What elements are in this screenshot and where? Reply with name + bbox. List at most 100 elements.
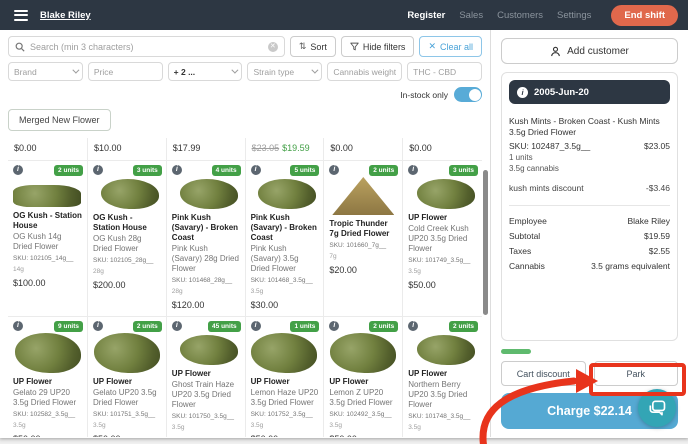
park-button[interactable]: Park [593, 361, 678, 386]
product-subtitle: Gelato 29 UP20 3.5g Dried Flower [13, 388, 77, 407]
filter-price[interactable]: Price [87, 62, 163, 81]
filter-brand[interactable]: Brand [8, 62, 83, 81]
product-price-partial[interactable]: $0.00 [403, 138, 482, 161]
hide-filters-button[interactable]: Hide filters [340, 36, 415, 57]
product-price-partial[interactable]: $10.00 [88, 138, 167, 161]
clear-all-button[interactable]: ✕ Clear all [419, 36, 482, 57]
product-weight: 3.5g [250, 422, 264, 429]
units-badge: 2 units [54, 165, 83, 176]
nav-register[interactable]: Register [407, 9, 446, 21]
units-badge: 5 units [290, 165, 320, 176]
product-card[interactable]: i 9 units UP Flower Gelato 29 UP20 3.5g … [8, 317, 88, 437]
info-icon[interactable]: i [250, 165, 261, 175]
product-price-partial-discounted[interactable]: $23.05 $19.59 [245, 138, 325, 161]
product-subtitle: Cold Creek Kush UP20 3.5g Dried Flower [408, 224, 469, 253]
product-weight: 3.5g [329, 422, 343, 429]
info-icon[interactable]: i [329, 321, 340, 331]
cart-discount-button[interactable]: Cart discount [501, 361, 586, 386]
chat-widget-button[interactable] [638, 389, 676, 427]
info-icon[interactable]: i [93, 321, 103, 331]
cart-line-item[interactable]: Kush Mints - Broken Coast - Kush Mints 3… [509, 116, 670, 173]
info-icon[interactable]: i [171, 165, 182, 175]
product-weight: 28g [93, 268, 104, 275]
product-card[interactable]: i 3 units UP Flower Cold Creek Kush UP20… [403, 161, 482, 317]
filter-thc-cbd[interactable]: THC - CBD [407, 62, 482, 81]
product-sku: SKU: 101751_3.5g__ [93, 411, 156, 418]
product-sku: SKU: 101660_7g__ [329, 242, 387, 249]
end-shift-button[interactable]: End shift [611, 4, 678, 26]
product-price: $50.00 [329, 434, 397, 437]
product-card[interactable]: i 2 units Tropic Thunder 7g Dried Flower… [324, 161, 404, 317]
register-date[interactable]: i 2005-Jun-20 [509, 80, 670, 104]
product-weight: 14g [13, 266, 24, 273]
info-icon[interactable]: i [408, 321, 419, 331]
product-name: UP Flower [93, 377, 132, 386]
product-price-partial[interactable]: $0.00 [8, 138, 88, 161]
product-sku: SKU: 102492_3.5g__ [329, 411, 392, 418]
product-subtitle: Pink Kush (Savary) 3.5g Dried Flower [250, 244, 299, 273]
product-image [330, 333, 397, 373]
top-nav: Register Sales Customers Settings End sh… [407, 4, 678, 26]
current-user-link[interactable]: Blake Riley [40, 9, 91, 21]
product-grid-scrollbar[interactable] [483, 170, 488, 315]
product-sku: SKU: 102582_3.5g__ [13, 411, 76, 418]
product-price-partial[interactable]: $17.99 [166, 138, 246, 161]
in-stock-label: In-stock only [400, 89, 448, 100]
units-badge: 2 units [369, 165, 399, 176]
info-icon: i [517, 86, 528, 98]
product-price: $20.00 [329, 265, 357, 275]
add-customer-button[interactable]: Add customer [501, 38, 678, 64]
product-sku: SKU: 101468_28g__ [171, 277, 233, 284]
product-weight: 3.5g [171, 424, 185, 431]
product-card[interactable]: i 2 units UP Flower Northern Berry UP20 … [403, 317, 482, 437]
product-sku: SKU: 101750_3.5g__ [171, 413, 234, 420]
product-name: UP Flower [408, 213, 448, 222]
info-icon[interactable]: i [93, 165, 103, 175]
info-icon[interactable]: i [329, 165, 340, 175]
product-card[interactable]: i 5 units Pink Kush (Savary) - Broken Co… [245, 161, 325, 317]
product-weight: 3.5g [408, 424, 421, 431]
filter-strain-type[interactable]: Strain type [247, 62, 323, 81]
product-card[interactable]: i 2 units UP Flower Lemon Z UP20 3.5g Dr… [324, 317, 404, 437]
discount-row[interactable]: kush mints discount -$3.46 [509, 183, 670, 193]
nav-sales[interactable]: Sales [459, 9, 484, 21]
product-card[interactable]: i 4 units Pink Kush (Savary) - Broken Co… [166, 161, 246, 317]
filter-more[interactable]: + 2 ... [167, 62, 243, 81]
nav-customers[interactable]: Customers [497, 9, 544, 21]
search-box[interactable]: ✕ [8, 36, 285, 57]
info-icon[interactable]: i [408, 165, 419, 175]
chevron-down-icon [311, 66, 319, 74]
in-stock-toggle[interactable] [454, 87, 482, 102]
product-price: $50.00 [251, 434, 319, 437]
product-card[interactable]: i 45 units UP Flower Ghost Train Haze UP… [167, 317, 246, 437]
clear-search-icon[interactable]: ✕ [267, 41, 278, 52]
product-card[interactable]: i 2 units OG Kush - Station House OG Kus… [8, 161, 88, 317]
product-price-partial[interactable]: $0.00 [324, 138, 404, 161]
search-input[interactable] [30, 41, 263, 52]
info-icon[interactable]: i [13, 165, 23, 175]
search-icon [15, 42, 25, 52]
product-card[interactable]: i 3 units OG Kush - Station House OG Kus… [88, 161, 167, 317]
category-merged-new-flower[interactable]: Merged New Flower [8, 109, 111, 131]
product-name: Pink Kush (Savary) - Broken Coast [250, 213, 317, 242]
units-badge: 3 units [449, 165, 478, 176]
product-sku: SKU: 102105_14g__ [13, 255, 74, 262]
filter-cannabis-weight[interactable]: Cannabis weight [327, 62, 403, 81]
product-image [179, 179, 238, 209]
product-price: $50.00 [13, 434, 82, 437]
product-sku: SKU: 101468_3.5g__ [250, 277, 313, 284]
nav-settings[interactable]: Settings [557, 9, 592, 21]
info-icon[interactable]: i [13, 321, 23, 331]
add-customer-label: Add customer [567, 45, 629, 57]
progress-indicator [501, 349, 531, 354]
info-icon[interactable]: i [250, 321, 261, 331]
menu-icon[interactable] [14, 9, 28, 21]
chat-bubble-icon [649, 400, 666, 416]
sort-button[interactable]: ⇅ Sort [289, 36, 336, 57]
product-card[interactable]: i 2 units UP Flower Gelato UP20 3.5g Dri… [88, 317, 167, 437]
product-image [15, 333, 81, 373]
info-icon[interactable]: i [171, 321, 182, 331]
clear-all-label: Clear all [439, 41, 473, 52]
product-card[interactable]: i 1 units UP Flower Lemon Haze UP20 3.5g… [246, 317, 325, 437]
